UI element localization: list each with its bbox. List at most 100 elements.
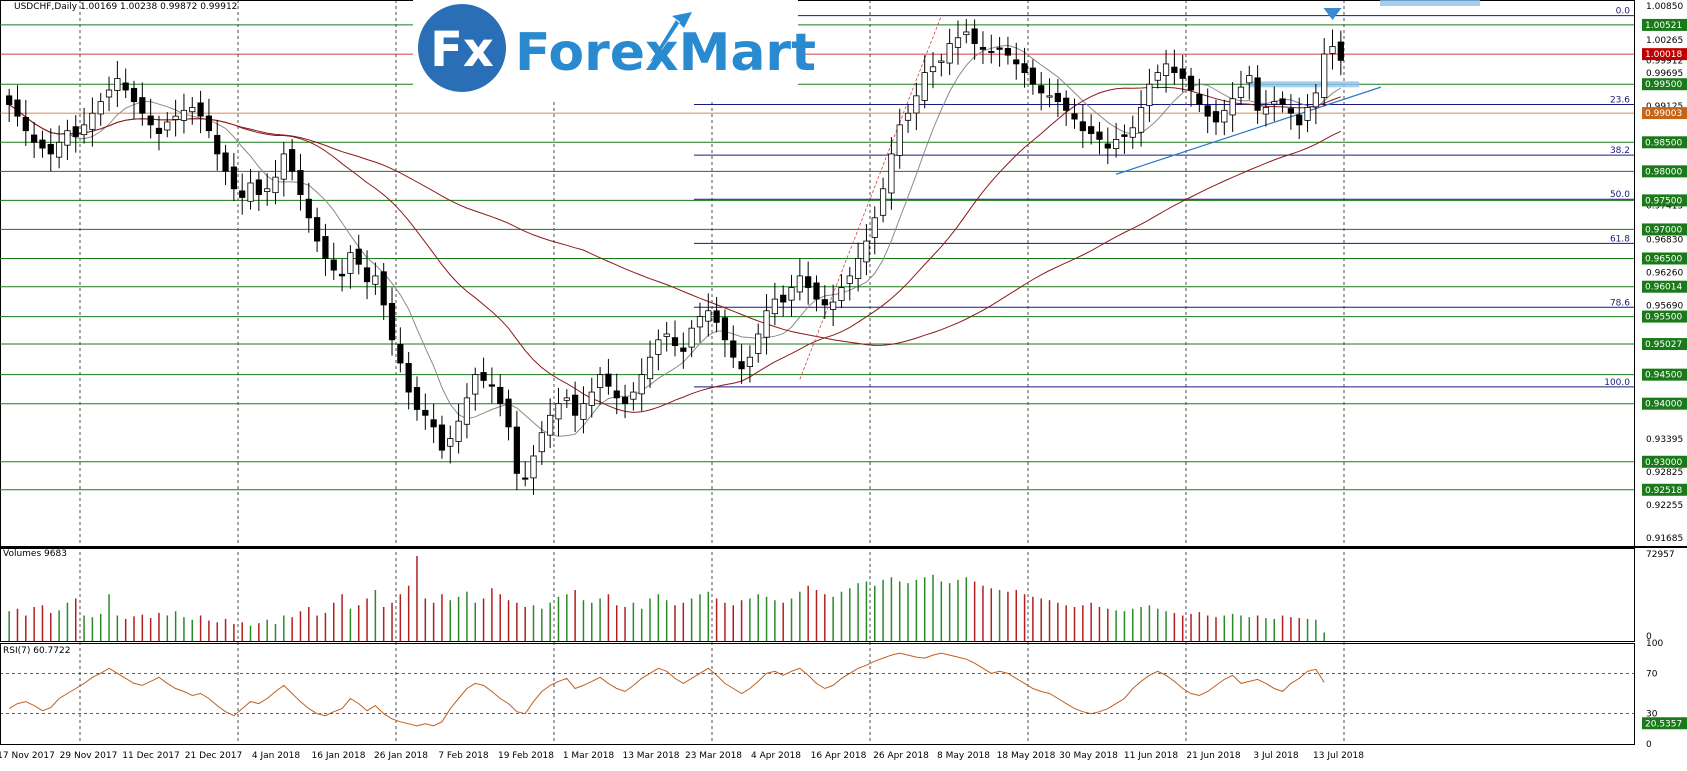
candle-body	[572, 394, 579, 416]
rsi-tick-label: 70	[1646, 669, 1658, 679]
candle-body	[305, 198, 312, 219]
trendlines[interactable]	[799, 0, 1480, 380]
candle-body	[954, 37, 962, 48]
candle-body	[738, 361, 745, 370]
price-badge-label: 0.97500	[1645, 196, 1682, 206]
candle-body	[771, 298, 778, 315]
candle-body	[430, 419, 437, 428]
candle-body	[22, 116, 29, 132]
candle-body	[214, 134, 221, 155]
price-badge	[1642, 483, 1687, 496]
price-tick-label: 0.99125	[1646, 102, 1683, 112]
price-badge-label: 1.00018	[1645, 50, 1682, 60]
price-badge	[1642, 397, 1687, 410]
candle-body	[780, 294, 787, 303]
candle-body	[247, 182, 254, 202]
candle-body	[1179, 68, 1186, 79]
candle-body	[197, 102, 204, 117]
logo-wordmark: ForexMart	[515, 23, 816, 83]
date-tick-label: 30 May 2018	[1059, 751, 1118, 761]
candles	[6, 19, 1344, 495]
date-tick-label: 4 Apr 2018	[751, 751, 801, 761]
price-badge	[1642, 368, 1687, 381]
fib-anchor-line	[799, 15, 942, 380]
candle-body	[1221, 109, 1228, 123]
candle-body	[1304, 107, 1311, 121]
price-tick-label: 0.99912	[1646, 56, 1683, 66]
candle-body	[929, 66, 937, 73]
price-badge-label: 0.93000	[1645, 458, 1682, 468]
candle-body	[1229, 98, 1236, 116]
volume-bars	[8, 556, 1325, 641]
candle-body	[530, 455, 537, 479]
date-tick-label: 26 Apr 2018	[873, 751, 929, 761]
logo-mark: Fx	[430, 22, 494, 78]
candle-body	[605, 373, 612, 387]
candle-body	[114, 78, 121, 91]
volume-tick-label: 72957	[1646, 550, 1675, 560]
candle-body	[155, 127, 163, 134]
date-tick-label: 26 Jan 2018	[374, 751, 428, 761]
candle-body	[363, 267, 371, 283]
candle-body	[1271, 101, 1278, 105]
candle-body	[39, 139, 46, 149]
candle-body	[1054, 92, 1061, 103]
candle-body	[1329, 46, 1336, 54]
price-badge-label: 0.94000	[1645, 400, 1682, 410]
candle-body	[255, 179, 262, 195]
price-badge	[1642, 107, 1687, 120]
candle-body	[89, 112, 96, 130]
rsi-line	[8, 652, 1325, 727]
candle-body	[1312, 92, 1319, 108]
candle-body	[580, 403, 587, 420]
candle-body	[638, 374, 645, 395]
candle-body	[838, 287, 845, 301]
candle-body	[1129, 127, 1136, 138]
panel-labels: USDCHF,Daily 1.00169 1.00238 0.99872 0.9…	[3, 2, 237, 656]
candle-body	[721, 317, 729, 341]
candle-body	[289, 149, 296, 172]
candle-body	[1137, 107, 1145, 133]
candle-body	[1321, 53, 1328, 98]
candle-body	[397, 343, 404, 364]
date-tick-label: 7 Feb 2018	[438, 751, 489, 761]
date-tick-label: 23 Mar 2018	[685, 751, 742, 761]
candle-body	[380, 271, 387, 306]
candle-body	[879, 188, 887, 216]
candle-body	[938, 60, 945, 63]
candle-body	[1262, 107, 1270, 115]
rsi-series	[8, 652, 1325, 727]
candle-body	[755, 333, 762, 354]
candle-body	[630, 391, 637, 400]
highlight-zone	[1249, 81, 1360, 88]
date-tick-label: 21 Dec 2017	[185, 751, 243, 761]
date-tick-label: 3 Jul 2018	[1253, 751, 1298, 761]
price-tick-label: 0.92255	[1646, 501, 1683, 511]
candle-body	[646, 356, 654, 380]
candle-body	[1187, 75, 1195, 91]
candle-body	[447, 438, 454, 447]
candle-body	[713, 310, 720, 323]
candle-body	[1121, 134, 1128, 137]
candle-body	[896, 124, 903, 156]
panel-border-0	[0, 0, 1635, 547]
fibonacci-levels[interactable]: 0.0 23.6 38.2 50.0 61.8 78.6 100.0	[694, 7, 1634, 388]
rsi-label: RSI(7) 60.7722	[3, 646, 70, 656]
date-tick-label: 19 Feb 2018	[498, 751, 554, 761]
fib-label: 50.0	[1610, 190, 1630, 200]
candle-body	[139, 97, 146, 114]
candle-body	[1254, 77, 1261, 111]
date-tick-label: 1 Mar 2018	[563, 751, 615, 761]
price-tick-label: 0.99695	[1646, 69, 1683, 79]
fib-label: 38.2	[1610, 146, 1630, 156]
candle-body	[480, 372, 487, 381]
candle-body	[538, 432, 545, 453]
candle-body	[522, 477, 529, 480]
candle-body	[347, 252, 354, 274]
candle-body	[621, 396, 629, 405]
candle-body	[314, 217, 321, 242]
candle-body	[64, 130, 71, 146]
candle-body	[988, 51, 995, 53]
